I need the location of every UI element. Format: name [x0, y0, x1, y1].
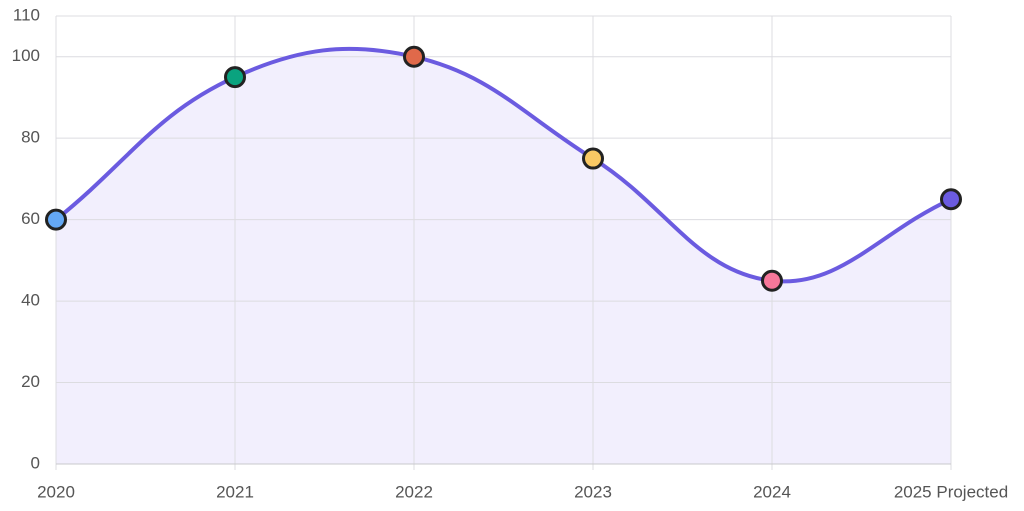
point: [403, 45, 425, 68]
y-tick-label: 40: [21, 291, 40, 310]
x-tick-label: 2021: [216, 482, 254, 501]
y-tick-label: 110: [13, 5, 40, 24]
y-tick-label: 80: [21, 128, 40, 147]
x-tick-label: 2025 Projected: [894, 482, 1008, 501]
y-tick-label: 0: [31, 453, 40, 472]
y-tick-label: 60: [21, 209, 40, 228]
x-tick-label: 2022: [395, 482, 433, 501]
y-tick-label: 20: [21, 372, 40, 391]
x-tick-label: 2023: [574, 482, 612, 501]
point: [45, 208, 67, 231]
x-tick-label: 2024: [753, 482, 791, 501]
area: [56, 48, 951, 464]
point: [224, 66, 246, 89]
x-tick-label: 2020: [37, 482, 75, 501]
point: [761, 269, 783, 292]
line: [54, 46, 952, 284]
point: [582, 147, 604, 170]
y-tick-label: 100: [12, 46, 40, 65]
point: [940, 188, 962, 211]
